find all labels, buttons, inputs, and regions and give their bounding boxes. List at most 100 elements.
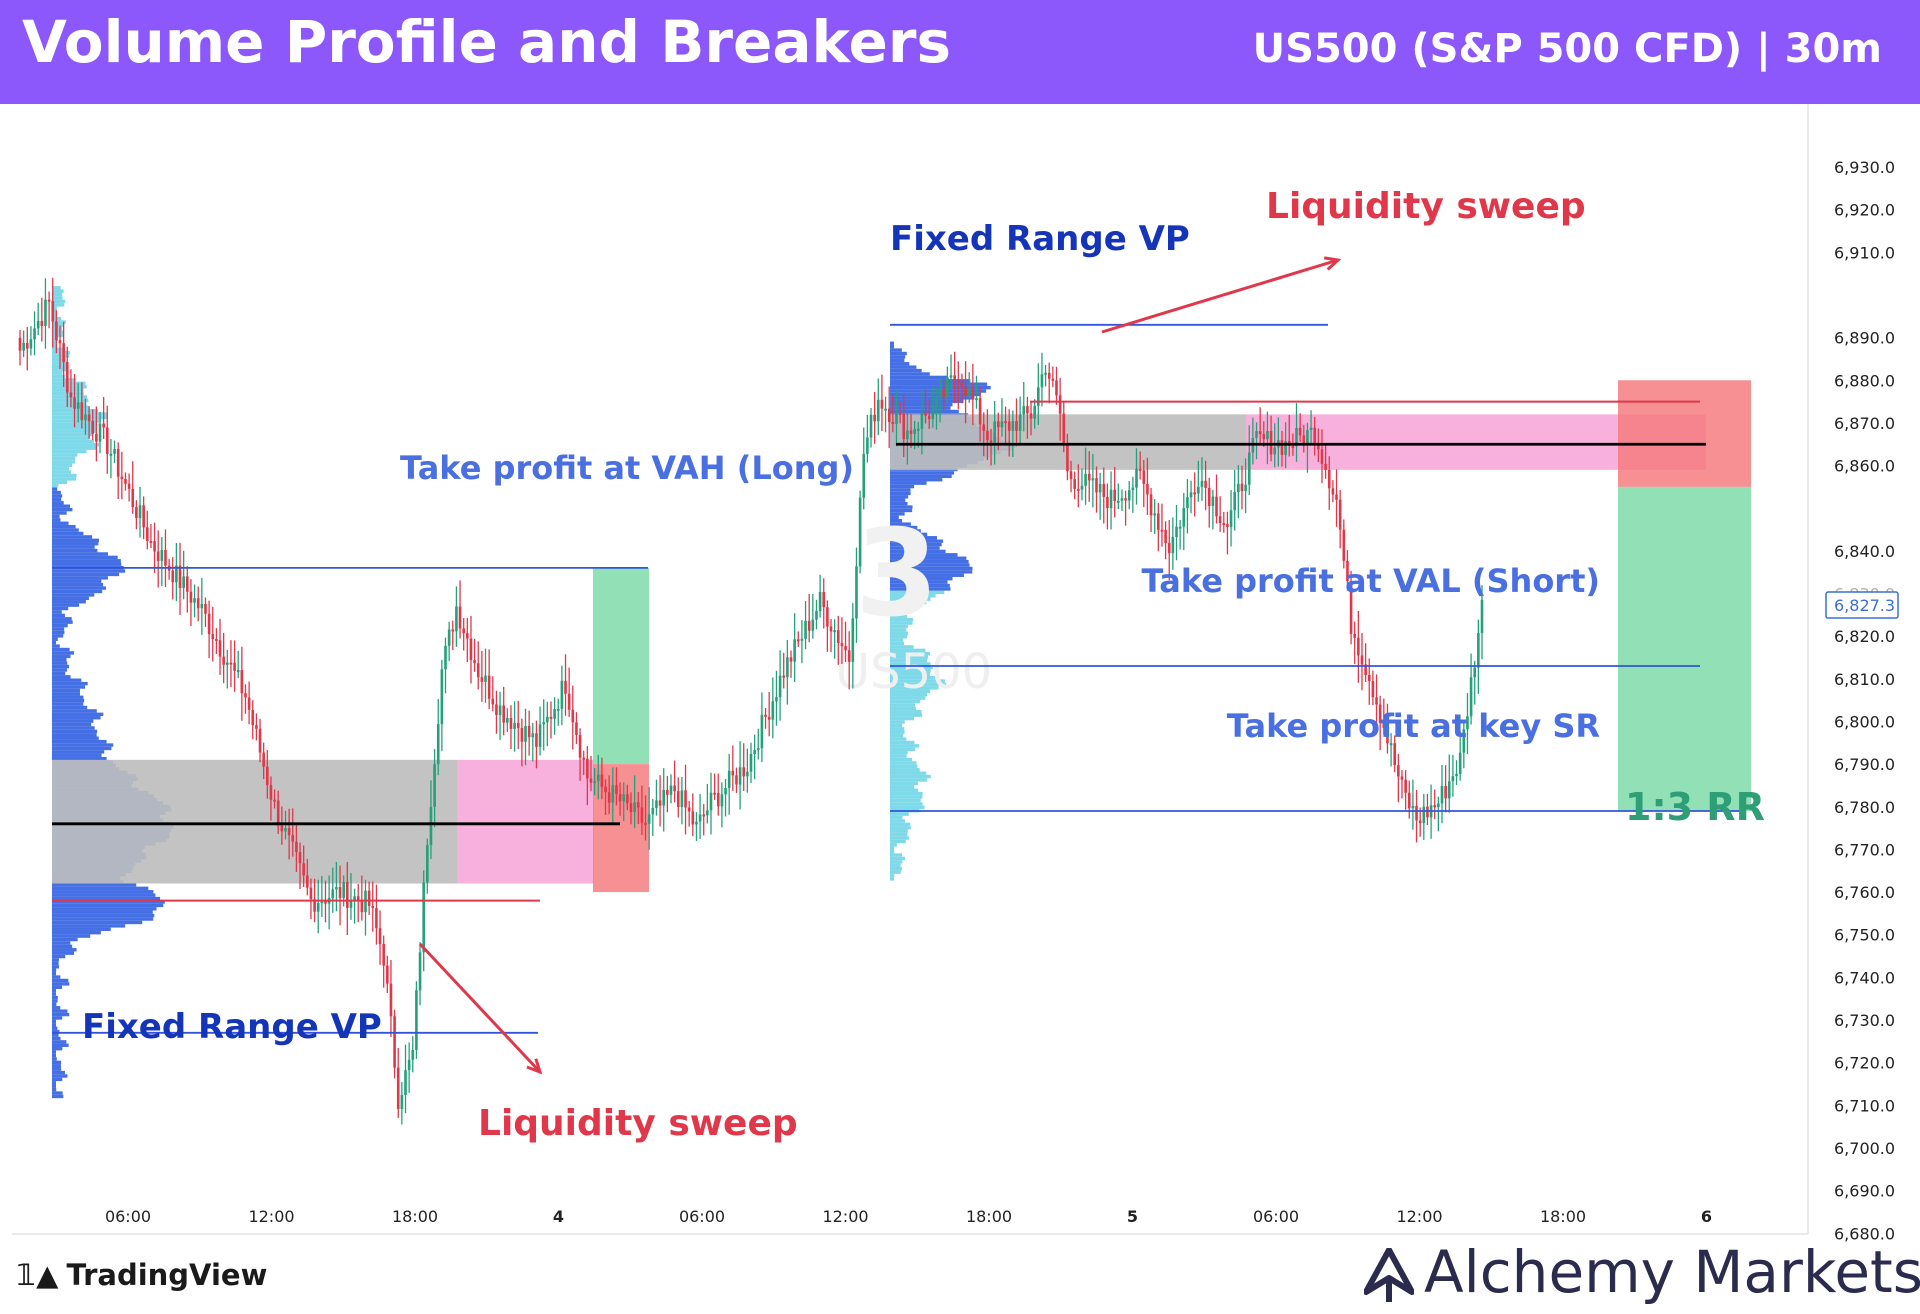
candle-body xyxy=(553,709,556,719)
candle-body xyxy=(1306,429,1309,446)
candle-body xyxy=(1157,513,1160,530)
volume-profile-bar xyxy=(52,937,78,942)
volume-profile-bar xyxy=(52,637,58,641)
volume-profile-bar xyxy=(52,303,65,307)
volume-profile-bar xyxy=(890,791,923,796)
page-title: Volume Profile and Breakers xyxy=(22,8,951,76)
candle-body xyxy=(822,591,826,608)
candle-body xyxy=(709,792,713,811)
candle-body xyxy=(36,320,40,329)
volume-profile-bar xyxy=(890,703,915,707)
candle-body xyxy=(596,774,600,782)
volume-profile-bar xyxy=(52,1019,56,1024)
candle-body xyxy=(567,693,571,710)
volume-profile-bar xyxy=(52,913,155,918)
volume-profile-bar xyxy=(52,995,58,1000)
volume-profile-bar xyxy=(52,750,105,754)
volume-profile-bar xyxy=(890,822,911,827)
volume-profile-bar xyxy=(890,573,964,577)
volume-profile-bar xyxy=(52,917,154,921)
long-profit-zone xyxy=(593,567,649,765)
candle-body xyxy=(1477,633,1480,668)
candle-body xyxy=(1273,447,1277,455)
candle-body xyxy=(786,657,789,678)
volume-profile-bar xyxy=(890,832,908,837)
candle-body xyxy=(1440,786,1444,804)
candle-body xyxy=(1171,536,1175,554)
volume-profile-bar xyxy=(52,323,65,328)
candle-body xyxy=(91,421,95,434)
candle-body xyxy=(258,728,262,753)
volume-profile-bar xyxy=(890,699,921,704)
volume-profile-bar xyxy=(52,426,97,430)
candle-body xyxy=(764,714,767,717)
candle-body xyxy=(480,677,484,682)
volume-profile-bar xyxy=(890,764,918,769)
volume-profile-bar xyxy=(890,348,902,352)
liquidity-sweep-arrow-1 xyxy=(418,942,542,1074)
last-price-label: 6,827.3 xyxy=(1834,596,1895,615)
tradingview-label: TradingView xyxy=(66,1258,268,1292)
price-axis-tick: 6,780.0 xyxy=(1834,798,1895,817)
candle-body xyxy=(749,754,753,772)
candle-body xyxy=(1015,421,1018,431)
price-axis-tick: 6,880.0 xyxy=(1834,371,1895,390)
volume-profile-bar xyxy=(52,548,98,553)
candle-body xyxy=(804,620,807,639)
volume-profile-bar xyxy=(890,624,908,629)
candle-body xyxy=(967,388,971,397)
volume-profile-bar xyxy=(52,289,64,293)
volume-profile-bar xyxy=(890,583,950,588)
volume-profile-bar xyxy=(52,985,63,989)
price-axis-tick: 6,810.0 xyxy=(1834,670,1895,689)
volume-profile-bar xyxy=(890,392,981,397)
header-banner: Volume Profile and Breakers US500 (S&P 5… xyxy=(0,0,1920,104)
candle-body xyxy=(956,379,960,383)
volume-profile-bar xyxy=(52,681,88,686)
candle-body xyxy=(1473,667,1477,678)
candle-body xyxy=(73,397,76,409)
volume-profile-bar xyxy=(890,751,908,755)
candle-body xyxy=(1357,637,1360,656)
candle-body xyxy=(1146,483,1149,495)
volume-profile-bar xyxy=(52,596,89,601)
candle-body xyxy=(1320,449,1324,464)
volume-profile-bar xyxy=(890,518,903,523)
volume-profile-bar xyxy=(890,815,903,820)
candle-body xyxy=(698,814,702,822)
candle-body xyxy=(509,717,513,729)
volume-profile-bar xyxy=(890,368,922,373)
candle-body xyxy=(418,952,422,991)
volume-profile-bar xyxy=(52,910,153,914)
candle-body xyxy=(753,750,756,755)
volume-profile-bar xyxy=(890,542,942,547)
volume-profile-bar xyxy=(52,1040,67,1044)
volume-profile-bar xyxy=(52,1033,59,1037)
volume-profile-bar xyxy=(890,682,947,687)
candle-body xyxy=(906,430,909,440)
volume-profile-bar xyxy=(890,669,931,673)
volume-profile-bar xyxy=(52,1002,57,1007)
candle-body xyxy=(1237,483,1240,493)
candle-body xyxy=(229,662,233,665)
time-axis-tick: 4 xyxy=(553,1207,564,1226)
time-axis-tick: 06:00 xyxy=(105,1207,151,1226)
volume-profile-bar xyxy=(52,299,66,304)
candle-body xyxy=(746,771,749,777)
volume-profile-bar xyxy=(52,958,59,962)
volume-profile-bar xyxy=(52,586,106,590)
volume-profile-bar xyxy=(52,385,87,389)
volume-profile-bar xyxy=(52,524,76,529)
volume-profile-bar xyxy=(52,927,111,931)
candle-body xyxy=(287,828,291,836)
volume-profile-bar xyxy=(52,559,121,563)
candle-body xyxy=(1091,478,1095,481)
price-axis-tick: 6,750.0 xyxy=(1834,926,1895,945)
volume-profile-bar xyxy=(52,436,90,440)
candle-body xyxy=(273,799,276,802)
volume-profile-bar xyxy=(52,709,97,713)
volume-profile-bar xyxy=(52,736,99,740)
candle-body xyxy=(931,405,935,420)
candle-body xyxy=(451,629,455,632)
